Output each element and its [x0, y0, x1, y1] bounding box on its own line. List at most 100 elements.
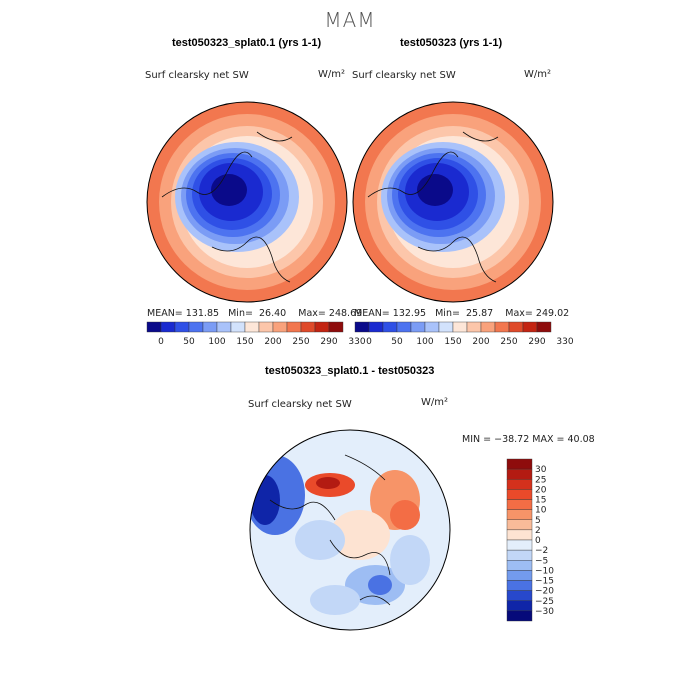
- panel-2-colorbar-swatch-3: [396, 321, 412, 333]
- diff-panel-minmax: MIN = −38.72 MAX = 40.08: [462, 434, 595, 445]
- panel-2-colorbar: 0 50 100 150 200 250 290 330: [354, 321, 574, 347]
- panel-2-colorbar-tick-label: 200: [472, 337, 489, 347]
- diff-map-coastline: [269, 454, 391, 606]
- map-border-2: [352, 101, 554, 303]
- panel-1-colorbar-swatch-7: [244, 321, 260, 333]
- panel-1-colorbar-tick-label: 200: [264, 337, 281, 347]
- panel-1-colorbar-swatch-1: [160, 321, 176, 333]
- diff-panel-title: test050323_splat0.1 - test050323: [265, 365, 435, 377]
- panel-1-colorbar-swatch-5: [216, 321, 232, 333]
- diff-map-patch-11: [390, 535, 430, 585]
- panel-2-map: [353, 102, 553, 302]
- diff-map-patch-10: [368, 575, 392, 595]
- panel-2-variable: Surf clearsky net SW: [352, 70, 456, 81]
- panel-1-colorbar-tick-label: 50: [183, 337, 195, 347]
- panel-2-colorbar-tick-label: 250: [500, 337, 517, 347]
- diff-panel-units: W/m²: [421, 397, 449, 408]
- season-title: MAM: [324, 8, 376, 32]
- diff-colorbar-tick-label: 5: [535, 516, 541, 526]
- diff-colorbar-tick-label: −2: [535, 546, 548, 556]
- diff-panel-map: [250, 430, 450, 630]
- panel-1-colorbar-tick-label: 100: [208, 337, 225, 347]
- diff-colorbar-swatch-15: [506, 610, 533, 622]
- panel-2-colorbar-swatch-13: [536, 321, 552, 333]
- diff-map-patch-3: [316, 477, 340, 489]
- diff-colorbar-tick-label: −10: [535, 566, 554, 576]
- panel-1-colorbar: 0 50 100 150 200 250 290 330: [146, 321, 366, 347]
- diff-panel-variable: Surf clearsky net SW: [248, 399, 352, 410]
- diff-colorbar-tick-label: 2: [535, 526, 541, 536]
- panel-2-colorbar-swatch-0: [354, 321, 370, 333]
- diff-colorbar-swatch-9: [506, 549, 533, 561]
- panel-2-colorbar-swatch-9: [480, 321, 496, 333]
- panel-2-field-5: [417, 174, 453, 206]
- diff-colorbar-swatch-2: [506, 479, 533, 490]
- diff-colorbar-swatch-3: [506, 489, 533, 500]
- panel-2-colorbar-tick-label: 50: [391, 337, 403, 347]
- panel-2-units: W/m²: [524, 69, 552, 80]
- panel-1-colorbar-tick-label: 250: [292, 337, 309, 347]
- panel-2-colorbar-swatch-6: [438, 321, 454, 333]
- panel-2-colorbar-swatch-11: [508, 321, 524, 333]
- panel-1-colorbar-swatch-12: [314, 321, 330, 333]
- panel-1-colorbar-swatch-0: [146, 321, 162, 333]
- diff-colorbar-tick-label: 30: [535, 465, 547, 475]
- diff-colorbar-swatch-11: [506, 570, 533, 581]
- panel-2-stats: MEAN= 132.95 Min= 25.87 Max= 249.02: [354, 308, 570, 319]
- panel-1-map: [147, 102, 347, 302]
- panel-1-coastline: [161, 131, 293, 283]
- panel-2-colorbar-swatch-1: [368, 321, 384, 333]
- diff-map-patch-5: [390, 500, 420, 530]
- panel-1-colorbar-swatch-3: [188, 321, 204, 333]
- diff-map-patch-6: [330, 510, 390, 560]
- diff-colorbar-tick-label: −25: [535, 597, 554, 607]
- diff-colorbar-swatch-12: [506, 580, 533, 591]
- panel-2-colorbar-swatch-7: [452, 321, 468, 333]
- panel-1-field-5: [211, 174, 247, 206]
- diff-colorbar-tick-label: 20: [535, 485, 547, 495]
- diff-colorbar-swatch-7: [506, 529, 533, 541]
- panel-2-colorbar-swatch-4: [410, 321, 426, 333]
- panel-1-colorbar-swatch-11: [300, 321, 316, 333]
- diff-map-patch-7: [295, 520, 345, 560]
- panel-2-colorbar-swatch-2: [382, 321, 398, 333]
- diff-colorbar-tick-label: 0: [535, 536, 541, 546]
- diff-colorbar-tick-label: 15: [535, 496, 546, 506]
- panel-1-stats: MEAN= 131.85 Min= 26.40 Max= 248.69: [147, 308, 363, 319]
- diff-colorbar-swatch-4: [506, 499, 533, 510]
- diff-colorbar-swatch-13: [506, 590, 533, 601]
- panel-2-colorbar-swatch-8: [466, 321, 482, 333]
- panel-2-coastline: [367, 131, 499, 283]
- panel-2-colorbar-tick-label: 150: [444, 337, 461, 347]
- map-border-1: [146, 101, 348, 303]
- panel-1-colorbar-swatch-10: [286, 321, 302, 333]
- panel-1-colorbar-swatch-6: [230, 321, 246, 333]
- diff-colorbar-tick-label: −20: [535, 587, 554, 597]
- panel-1-colorbar-swatch-13: [328, 321, 344, 333]
- diff-colorbar-swatch-8: [506, 539, 533, 551]
- diff-map-patch-9: [310, 585, 360, 615]
- diff-colorbar-tick-label: 25: [535, 475, 546, 485]
- panel-1-colorbar-swatch-4: [202, 321, 218, 333]
- panel-1-colorbar-swatch-8: [258, 321, 274, 333]
- diff-colorbar-swatch-0: [506, 458, 533, 470]
- diff-colorbar-tick-label: −15: [535, 577, 554, 587]
- panel-1-colorbar-tick-label: 150: [236, 337, 253, 347]
- panel-2-colorbar-tick-label: 290: [528, 337, 545, 347]
- panel-2-colorbar-swatch-12: [522, 321, 538, 333]
- diff-colorbar-swatch-1: [506, 468, 533, 480]
- diff-colorbar-swatch-5: [506, 509, 533, 520]
- diff-colorbar-swatch-6: [506, 519, 533, 531]
- diff-colorbar-swatch-14: [506, 600, 533, 612]
- diff-colorbar-tick-label: −5: [535, 556, 548, 566]
- panel-2-title: test050323 (yrs 1-1): [400, 37, 503, 49]
- panel-1-title: test050323_splat0.1 (yrs 1-1): [172, 37, 322, 49]
- map-border-3: [249, 429, 451, 631]
- diff-colorbar-tick-label: 10: [535, 506, 547, 516]
- panel-2-colorbar-swatch-5: [424, 321, 440, 333]
- panel-1-units: W/m²: [318, 69, 346, 80]
- panel-1-colorbar-swatch-2: [174, 321, 190, 333]
- panel-2-colorbar-tick-label: 0: [366, 337, 372, 347]
